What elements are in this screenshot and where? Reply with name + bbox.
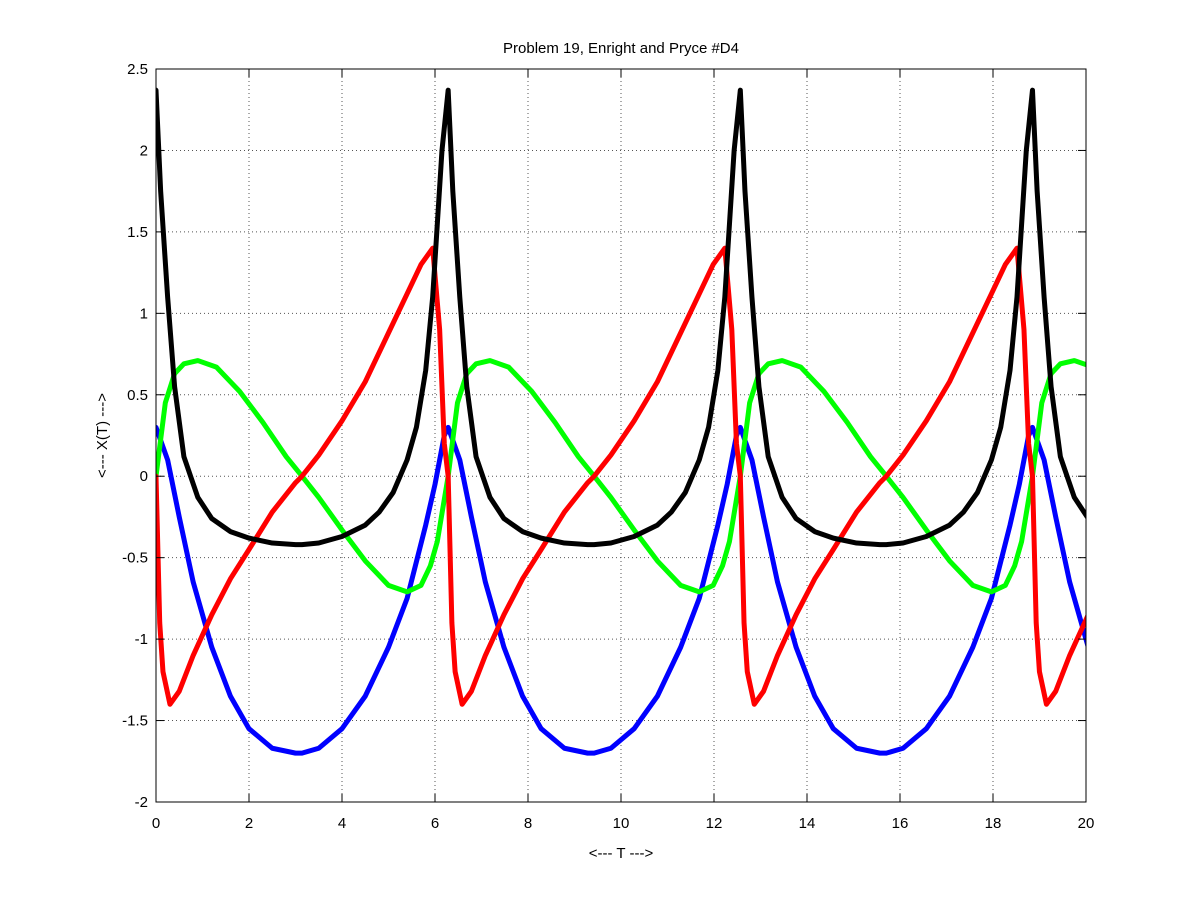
y-tick-labels: -2 -1.5 -1 -0.5 0 0.5 1 1.5 2 2.5 xyxy=(122,61,148,811)
y-tick-label: 1 xyxy=(140,305,148,322)
x-axis-label: <--- T ---> xyxy=(589,845,654,862)
series-line-4 xyxy=(156,87,1086,548)
chart-title: Problem 19, Enright and Pryce #D4 xyxy=(503,40,739,57)
y-tick-label: 0 xyxy=(140,468,148,485)
y-tick-label: 1.5 xyxy=(127,224,148,241)
series-line-3 xyxy=(156,245,1086,707)
x-tick-label: 20 xyxy=(1078,815,1095,832)
plot-area xyxy=(156,69,1086,802)
y-axis-label: <--- X(T) ---> xyxy=(94,393,111,478)
y-tick-label: 0.5 xyxy=(127,387,148,404)
y-tick-label: 2.5 xyxy=(127,61,148,78)
x-tick-label: 12 xyxy=(706,815,723,832)
x-tick-label: 10 xyxy=(613,815,630,832)
y-tick-label: -1.5 xyxy=(122,713,148,730)
x-tick-label: 8 xyxy=(524,815,532,832)
x-tick-label: 14 xyxy=(799,815,816,832)
y-tick-label: -2 xyxy=(135,794,148,811)
x-tick-label: 0 xyxy=(152,815,160,832)
y-tick-label: 2 xyxy=(140,142,148,159)
x-tick-label: 16 xyxy=(892,815,909,832)
x-tick-labels: 0 2 4 6 8 10 12 14 16 18 20 xyxy=(152,815,1095,832)
y-tick-label: -1 xyxy=(135,631,148,648)
series-group xyxy=(156,87,1086,756)
series-line-2 xyxy=(156,358,1086,595)
grid xyxy=(156,69,1086,802)
y-tick-label: -0.5 xyxy=(122,550,148,567)
ticks xyxy=(155,68,1087,803)
x-tick-label: 2 xyxy=(245,815,253,832)
x-tick-label: 4 xyxy=(338,815,346,832)
x-tick-label: 18 xyxy=(985,815,1002,832)
series-line-1 xyxy=(156,424,1086,756)
x-tick-label: 6 xyxy=(431,815,439,832)
